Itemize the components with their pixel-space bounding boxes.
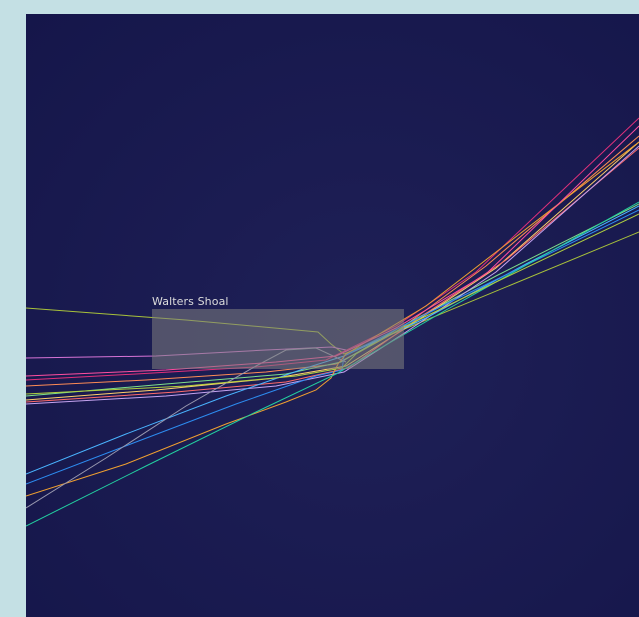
track-line <box>26 145 639 405</box>
shoal-label: Walters Shoal <box>152 295 229 308</box>
track-line <box>26 201 639 527</box>
map-viewport[interactable]: Walters Shoal <box>26 14 639 617</box>
track-line <box>26 347 347 509</box>
track-line <box>26 209 639 485</box>
shoal-highlight-box[interactable] <box>152 309 404 369</box>
